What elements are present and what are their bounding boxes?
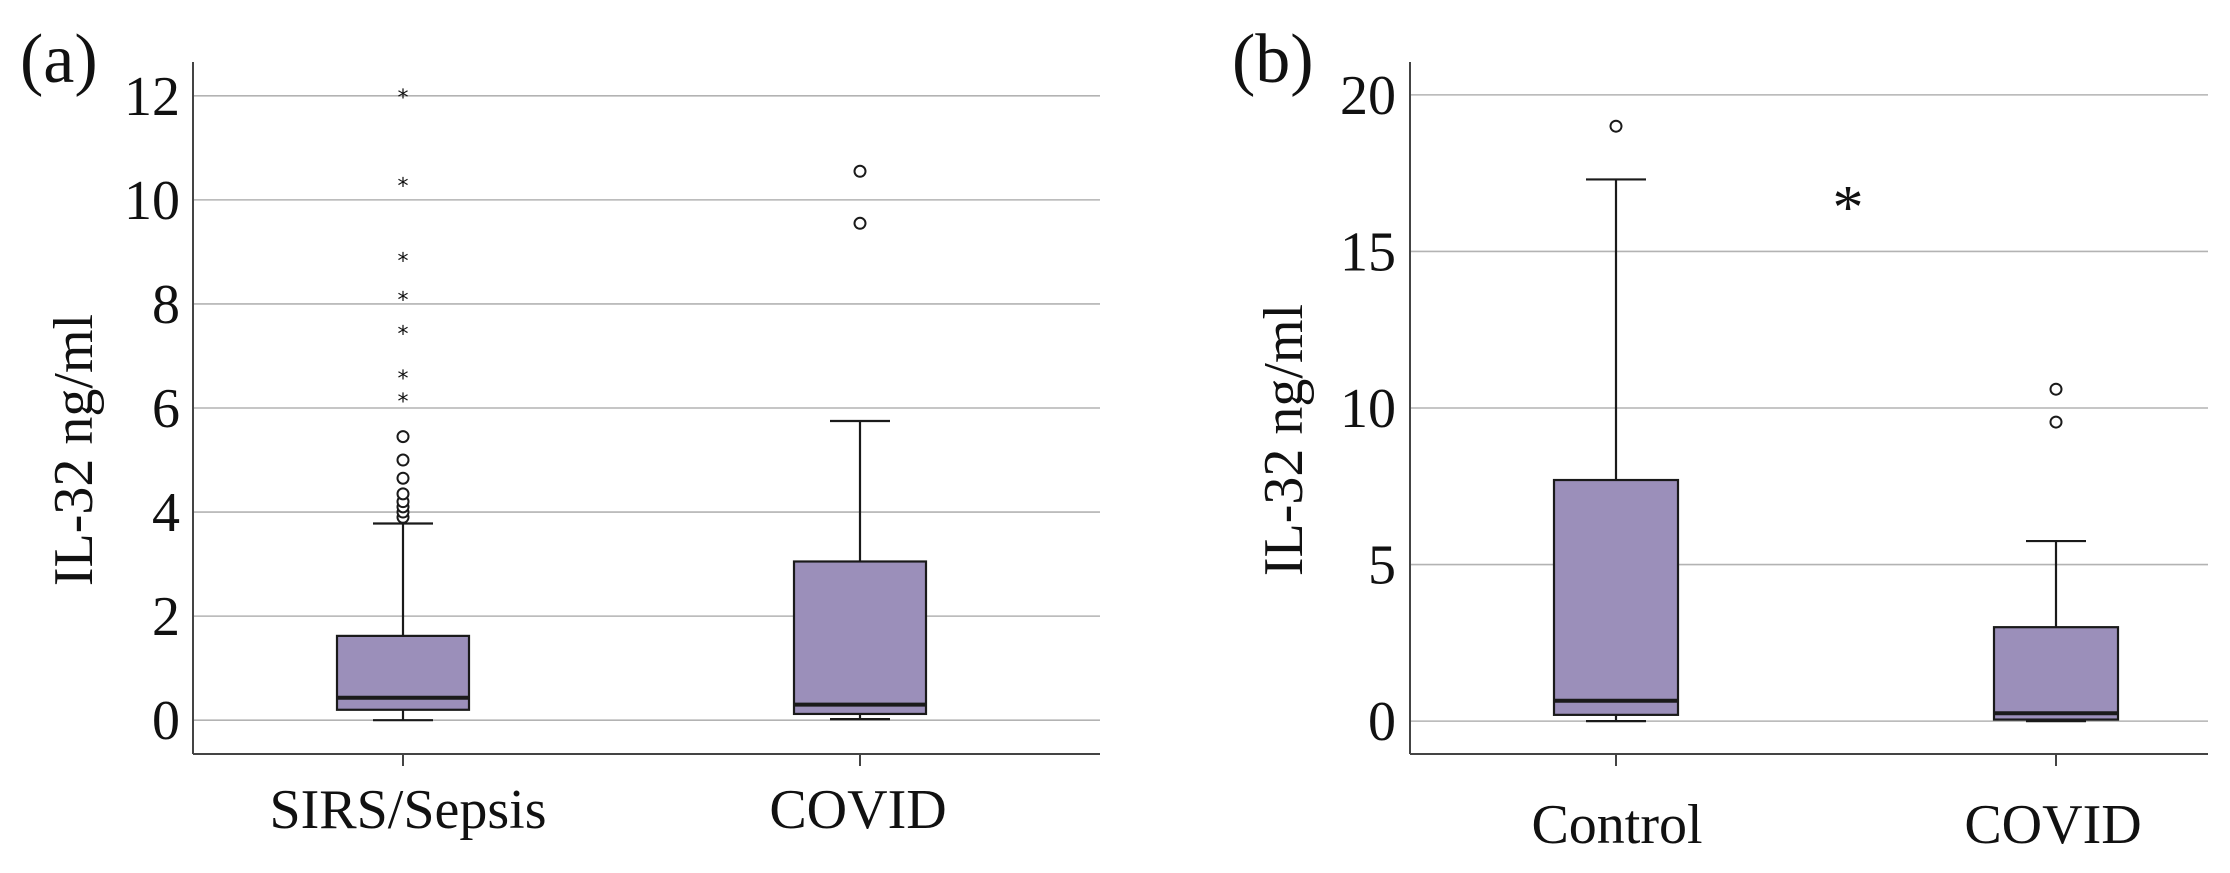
outlier-point — [396, 430, 410, 444]
panel-a-y-tick-label: 12 — [124, 66, 180, 128]
outlier-point — [1609, 119, 1623, 133]
panel-b-category-covid: COVID — [1964, 794, 2141, 856]
panel-b-boxes — [1552, 119, 2120, 766]
extreme-point: * — [398, 367, 409, 392]
panel-b-y-tick-label: 10 — [1340, 378, 1396, 440]
panel-b-gridlines — [1410, 94, 2208, 722]
panel-a-axes — [192, 62, 1100, 755]
panel-a-y-tick-label: 2 — [152, 586, 180, 648]
panel-a-category-sirs-sepsis: SIRS/Sepsis — [270, 779, 547, 841]
panel-a-y-axis-title: IL-32 ng/ml — [43, 314, 105, 586]
panel-b-significance-marker: * — [1833, 174, 1864, 242]
outlier-point — [396, 453, 410, 467]
extreme-point: * — [398, 86, 409, 111]
panel-a-gridlines — [193, 95, 1100, 721]
panel-b-x-categories: Control COVID — [1531, 794, 2141, 856]
panel-b-y-tick-label: 15 — [1340, 221, 1396, 283]
panel-a-y-tick-label: 8 — [152, 274, 180, 336]
outlier-point — [2049, 415, 2063, 429]
extreme-point: * — [398, 323, 409, 348]
panel-a-category-covid: COVID — [769, 779, 946, 841]
panel-a-y-ticks: 0 2 4 6 8 10 12 — [124, 66, 180, 752]
panel-b-y-axis-title: IL-32 ng/ml — [1253, 304, 1315, 576]
extreme-point: * — [398, 250, 409, 275]
panel-a-label: (a) — [20, 21, 98, 98]
iqr-box — [1992, 626, 2120, 721]
panel-a-boxes: ******* — [335, 86, 928, 766]
extreme-point: * — [398, 289, 409, 314]
panel-a-box-covid — [792, 164, 928, 766]
panel-b-box-covid — [1992, 382, 2120, 766]
panel-b-axes — [1409, 62, 2208, 755]
panel-b-y-tick-label: 20 — [1340, 65, 1396, 127]
panel-a-y-tick-label: 6 — [152, 378, 180, 440]
outlier-point — [396, 471, 410, 485]
panel-b-label: (b) — [1232, 21, 1314, 98]
panel-b-category-control: Control — [1531, 794, 1702, 856]
panel-b-y-tick-label: 5 — [1368, 535, 1396, 597]
extreme-point: * — [398, 174, 409, 199]
outlier-point — [853, 216, 867, 230]
panel-a-y-tick-label: 4 — [152, 482, 180, 544]
panel-a-y-tick-label: 10 — [124, 170, 180, 232]
panel-a-y-tick-label: 0 — [152, 690, 180, 752]
outlier-point — [853, 164, 867, 178]
iqr-box — [792, 560, 928, 716]
panel-b-box-control — [1552, 119, 1680, 766]
panel-a-x-categories: SIRS/Sepsis COVID — [270, 779, 947, 841]
outlier-point — [396, 487, 410, 501]
panel-b-y-ticks: 0 5 10 15 20 — [1340, 65, 1396, 753]
outlier-point — [2049, 382, 2063, 396]
panel-b: (b) IL-32 ng/ml 0 5 10 15 20 * Control COVID — [1232, 21, 2208, 856]
extreme-point: * — [398, 390, 409, 415]
iqr-box — [1552, 478, 1680, 716]
panel-b-y-tick-label: 0 — [1368, 691, 1396, 753]
panel-a-box-sirs-sepsis: ******* — [335, 86, 471, 766]
